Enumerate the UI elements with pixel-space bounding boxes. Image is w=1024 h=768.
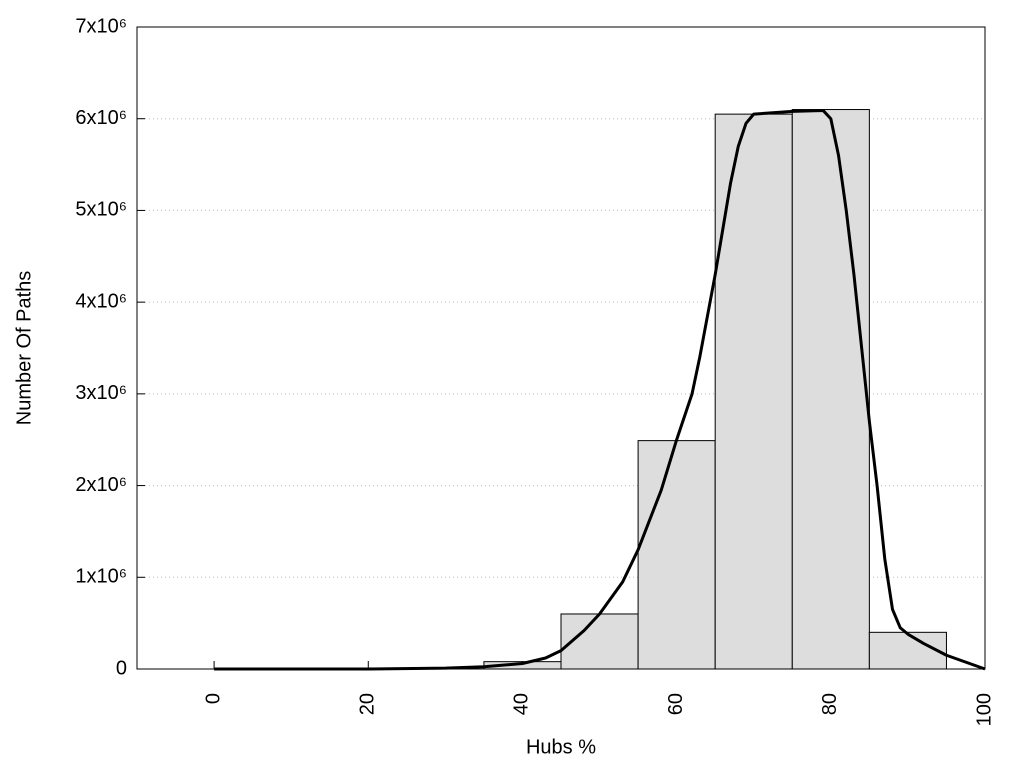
y-tick-label: 5x10⁶ xyxy=(75,199,127,221)
x-tick-label: 0 xyxy=(202,693,224,704)
x-tick-label: 60 xyxy=(665,693,687,715)
x-tick-label: 40 xyxy=(511,693,533,715)
plot-frame xyxy=(136,26,986,670)
bar xyxy=(637,440,716,670)
y-tick-label: 3x10⁶ xyxy=(75,382,127,404)
y-tick-label: 2x10⁶ xyxy=(75,474,127,496)
curve xyxy=(214,108,986,671)
x-tick-label: 80 xyxy=(819,693,841,715)
y-tick-label: 6x10⁶ xyxy=(75,107,127,129)
y-tick-label: 4x10⁶ xyxy=(75,290,127,312)
bar xyxy=(791,109,870,670)
y-tick-label: 1x10⁶ xyxy=(75,566,127,588)
y-tick-label: 7x10⁶ xyxy=(75,15,127,37)
bar xyxy=(868,631,947,670)
x-tick-label: 20 xyxy=(357,693,379,715)
x-axis-label: Hubs % xyxy=(526,736,596,758)
x-tick-label: 100 xyxy=(973,693,995,726)
y-tick-label: 0 xyxy=(116,657,127,679)
y-axis-label: Number Of Paths xyxy=(13,271,35,426)
